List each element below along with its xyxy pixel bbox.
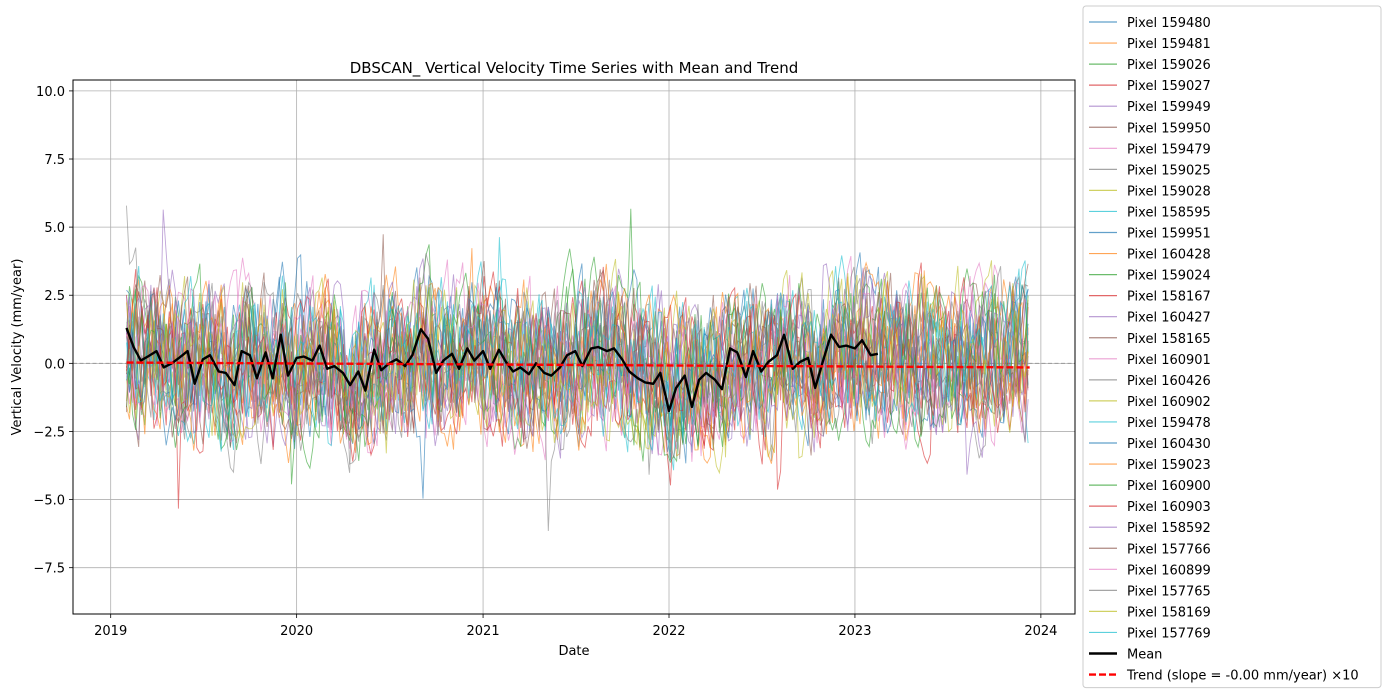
legend-entry: Pixel 160430 [1127, 437, 1211, 452]
legend: Pixel 159480 Pixel 159481 Pixel 159026 Pixe… [1082, 5, 1382, 689]
legend-entry: Pixel 159023 [1127, 458, 1211, 473]
legend-entry: Pixel 160901 [1127, 353, 1211, 368]
legend-entry: Pixel 160902 [1127, 395, 1211, 410]
legend-entry: Pixel 158595 [1127, 205, 1211, 220]
legend-entry: Pixel 157765 [1127, 584, 1211, 599]
legend-entry: Trend (slope = -0.00 mm/year) ×10 [1126, 669, 1359, 684]
legend-entry: Pixel 160903 [1127, 500, 1211, 515]
legend-entry: Pixel 159480 [1127, 16, 1211, 31]
legend-entry: Pixel 158167 [1127, 290, 1211, 305]
y-tick-label: 2.5 [44, 289, 65, 304]
legend-entry: Pixel 160428 [1127, 248, 1211, 263]
legend-entry: Pixel 159481 [1127, 37, 1211, 52]
mean-layer [125, 327, 879, 413]
legend-entry: Pixel 159479 [1127, 142, 1211, 157]
legend-entry: Pixel 159949 [1127, 100, 1211, 115]
legend-entry: Pixel 159027 [1127, 79, 1211, 94]
y-axis-ticks: −7.5 −5.0 −2.5 0.0 2.5 5.0 7.5 10.0 [33, 85, 73, 577]
legend-entry: Pixel 160427 [1127, 311, 1211, 326]
y-tick-label: −7.5 [33, 562, 65, 577]
legend-entry: Pixel 158169 [1127, 605, 1211, 620]
y-tick-label: 0.0 [44, 357, 65, 372]
y-tick-label: 5.0 [44, 221, 65, 236]
legend-entry: Pixel 160900 [1127, 479, 1211, 494]
x-axis-label: Date [558, 644, 589, 659]
x-tick-label: 2019 [94, 624, 127, 639]
series-line [126, 260, 1029, 461]
series-line [126, 259, 1029, 462]
legend-entry: Pixel 160899 [1127, 563, 1211, 578]
legend-entry: Pixel 159950 [1127, 121, 1211, 136]
x-tick-label: 2023 [838, 624, 871, 639]
legend-entry: Pixel 157769 [1127, 626, 1211, 641]
x-axis-ticks: 2019 2020 2021 2022 2023 2024 [94, 614, 1057, 639]
legend-entry: Pixel 158165 [1127, 332, 1211, 347]
x-tick-label: 2021 [467, 624, 500, 639]
legend-entry: Pixel 159026 [1127, 58, 1211, 73]
series-line [126, 266, 1029, 449]
legend-entry: Mean [1127, 648, 1162, 663]
legend-entry: Pixel 158592 [1127, 521, 1211, 536]
plot-frame [72, 79, 1076, 615]
plot-area [72, 79, 1076, 615]
legend-box [1082, 5, 1382, 689]
mean-line [125, 327, 879, 413]
y-tick-label: 7.5 [44, 153, 65, 168]
legend-entry: Pixel 159478 [1127, 416, 1211, 431]
legend-entry: Pixel 159951 [1127, 227, 1211, 242]
legend-entry: Pixel 159024 [1127, 269, 1211, 284]
x-tick-label: 2024 [1024, 624, 1057, 639]
legend-entry: Pixel 159025 [1127, 163, 1211, 178]
trend-line [126, 361, 1030, 369]
trend-layer [126, 361, 1030, 369]
y-tick-label: −5.0 [33, 494, 65, 509]
chart-title: DBSCAN_ Vertical Velocity Time Series wi… [350, 59, 799, 78]
y-tick-label: 10.0 [36, 85, 65, 100]
legend-entry: Pixel 159028 [1127, 184, 1211, 199]
y-axis-label: Vertical Velocity (mm/year) [10, 259, 25, 436]
x-tick-label: 2020 [280, 624, 313, 639]
legend-entry: Pixel 157766 [1127, 542, 1211, 557]
legend-entry: Pixel 160426 [1127, 374, 1211, 389]
y-tick-label: −2.5 [33, 425, 65, 440]
x-tick-label: 2022 [652, 624, 685, 639]
